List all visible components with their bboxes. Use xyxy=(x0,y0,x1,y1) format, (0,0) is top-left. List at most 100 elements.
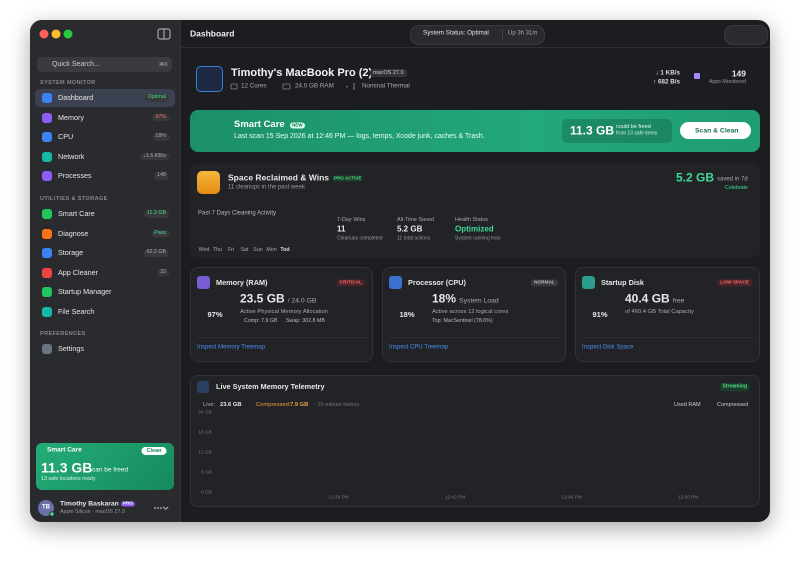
stat-sub: 11 total actions xyxy=(397,235,431,242)
promo-suffix: can be freed xyxy=(92,466,129,474)
section-title: UTILITIES & STORAGE xyxy=(40,195,108,202)
card-detail: Top: MacSentinel (78.6%) xyxy=(432,318,493,325)
nav-icon xyxy=(42,112,52,123)
wins-sub: 11 cleanups in the past week xyxy=(228,184,305,191)
nav-label: Dashboard xyxy=(58,93,94,103)
nav-badge: 97% xyxy=(152,113,169,122)
apps-label: Apps Monitored xyxy=(708,79,746,86)
y-tick-label: 24 GB xyxy=(198,410,212,416)
nav-row[interactable] xyxy=(35,340,175,358)
banner-text: Last scan 15 Sep 2026 at 12:46 PM — logs… xyxy=(234,133,485,141)
nav-row[interactable] xyxy=(35,264,175,282)
toolbar-actions[interactable] xyxy=(724,25,768,45)
ram-glyph xyxy=(282,83,291,90)
card-link[interactable]: Inspect CPU Treemap xyxy=(389,344,449,351)
telemetry-icon xyxy=(197,381,209,393)
x-tick-label: 12:46 PM xyxy=(561,495,582,501)
card-title: Processor (CPU) xyxy=(408,277,466,287)
main-value: 23.5 GB xyxy=(240,291,285,306)
apps-icon xyxy=(694,73,700,79)
nav-icon xyxy=(42,228,52,239)
scan-label: Scan & Clean xyxy=(695,126,739,134)
card-icon xyxy=(197,276,210,289)
day-label: Fri xyxy=(227,246,235,253)
more-dot xyxy=(160,507,162,509)
y-tick-label: 0 GB xyxy=(201,490,212,496)
nav-label: App Cleaner xyxy=(58,267,98,277)
day-label: Tod xyxy=(280,246,290,253)
freeable-sub: from 13 safe items xyxy=(616,130,658,137)
nav-label: Memory xyxy=(58,112,84,122)
nav-label: Network xyxy=(58,151,85,161)
net-up: ↑ 682 B/s xyxy=(653,78,680,86)
separator-dot xyxy=(346,85,348,88)
pro-active-badge: PRO ACTIVE xyxy=(332,175,364,182)
wins-card xyxy=(190,163,760,258)
zoom-button[interactable] xyxy=(63,29,73,39)
trophy-icon xyxy=(197,171,220,194)
promo-button[interactable]: Clean xyxy=(141,446,167,456)
streaming-badge: Streaming xyxy=(719,383,750,391)
nav-label: Settings xyxy=(58,344,84,354)
more-dot xyxy=(154,507,156,509)
promo-title: Smart Care xyxy=(47,446,82,454)
stat-sub: System running lean xyxy=(455,235,501,242)
stat-label: 7-Day Wins xyxy=(337,216,366,223)
promo-sub: 13 safe locations ready xyxy=(41,476,96,483)
gauge-label: 97% xyxy=(207,309,223,319)
x-tick-label: 12:42 PM xyxy=(444,495,466,501)
freeable-box xyxy=(562,119,672,143)
status-text: System Status: Optimal xyxy=(423,29,489,37)
nav-label: Diagnose xyxy=(58,228,89,238)
card-link[interactable]: Inspect Memory Treemap xyxy=(197,344,266,351)
gauge-label: 18% xyxy=(399,309,415,319)
card-badge: LOW SPACE xyxy=(717,278,752,287)
section-title: SYSTEM MONITOR xyxy=(40,79,96,86)
stat-value: 5.2 GB xyxy=(397,224,423,234)
telemetry-card xyxy=(190,375,760,507)
nav-badge: Pass xyxy=(151,229,169,238)
nav-label: File Search xyxy=(58,306,95,316)
y-tick-label: 6 GB xyxy=(201,470,212,476)
close-button[interactable] xyxy=(39,29,49,39)
minimize-button[interactable] xyxy=(51,29,61,39)
scan-button[interactable] xyxy=(680,122,751,139)
card-link[interactable]: Inspect Disk Space xyxy=(582,344,634,351)
nav-icon xyxy=(42,93,52,103)
search-box[interactable] xyxy=(37,57,172,72)
section-title: PREFERENCES xyxy=(40,330,86,337)
legend-label: Compressed xyxy=(717,401,749,408)
gauge-label: 91% xyxy=(592,309,608,319)
nav-label: CPU xyxy=(58,132,74,142)
saved-label: saved in 7d xyxy=(717,176,748,183)
nav-badge: 18% xyxy=(152,133,169,141)
freeable-label: could be freed xyxy=(616,123,651,130)
card-title: Startup Disk xyxy=(601,277,644,287)
avatar xyxy=(38,500,54,516)
nav-icon xyxy=(42,306,52,317)
card-line: of 460.4 GB Total Capacity xyxy=(625,308,694,315)
device-thermal: Nominal Thermal xyxy=(362,82,410,90)
app-window: Quick Search... ⌘K SYSTEM MONITOR Dashboard… xyxy=(30,20,770,522)
nav-badge: 11.3 GB xyxy=(143,210,169,218)
pro-badge: PRO xyxy=(121,500,135,507)
card-main: 23.5 GB/ 24.0 GB xyxy=(240,292,316,305)
freeable-amount: 11.3 GB xyxy=(570,123,615,138)
card-title: Memory (RAM) xyxy=(216,277,268,287)
card-main: 18% System Load xyxy=(432,292,499,305)
card-badge: CRITICAL xyxy=(336,278,365,287)
card-icon xyxy=(389,276,402,289)
nav-row[interactable] xyxy=(35,303,175,321)
day-label: Thu xyxy=(212,246,223,253)
os-badge: macOS 27.0 xyxy=(370,68,407,78)
status-pill xyxy=(410,25,545,45)
nav-label: Storage xyxy=(58,248,84,258)
celebrate-link[interactable]: Celebrate xyxy=(725,184,748,191)
nav-icon xyxy=(42,151,52,162)
history-label: · 15-minute history xyxy=(314,401,360,408)
day-label: Wed xyxy=(198,246,210,253)
stat-sub: Cleanups completed xyxy=(337,235,383,242)
promo-amount: 11.3 GB xyxy=(41,459,93,476)
day-label: Sun xyxy=(253,246,263,253)
nav-icon xyxy=(42,132,52,142)
